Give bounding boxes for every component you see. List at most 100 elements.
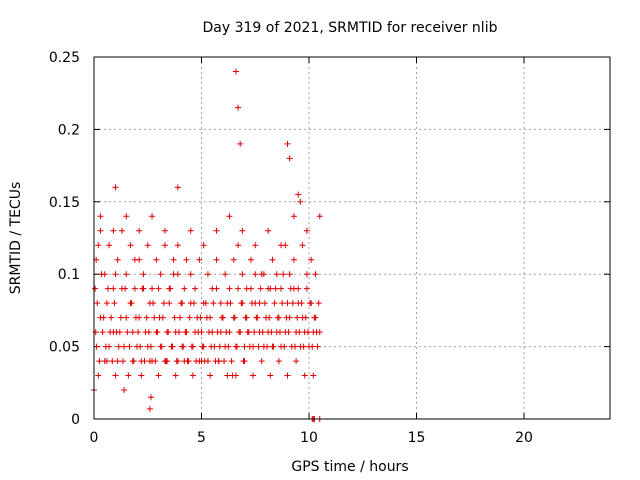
data-point — [110, 285, 117, 292]
data-point — [307, 300, 314, 307]
data-point — [165, 329, 172, 336]
data-point — [295, 285, 302, 292]
chart-title: Day 319 of 2021, SRMTID for receiver nli… — [203, 20, 498, 36]
data-point — [117, 314, 124, 321]
data-point — [265, 227, 272, 234]
data-point — [228, 358, 235, 365]
data-point — [285, 329, 292, 336]
data-point — [103, 300, 110, 307]
data-point — [213, 227, 220, 234]
data-point — [179, 300, 186, 307]
data-point — [293, 358, 300, 365]
data-point — [303, 227, 310, 234]
data-point — [243, 285, 250, 292]
data-point — [260, 271, 267, 278]
data-point — [302, 314, 309, 321]
data-point — [217, 300, 224, 307]
data-point — [295, 191, 302, 198]
data-point — [309, 343, 316, 350]
data-point — [170, 256, 177, 263]
data-point — [199, 343, 206, 350]
data-point — [237, 140, 244, 147]
data-point — [121, 343, 128, 350]
x-tick-label: 5 — [197, 430, 206, 446]
data-point — [308, 256, 315, 263]
data-point — [284, 140, 291, 147]
data-point — [209, 285, 216, 292]
data-point — [173, 358, 180, 365]
data-point — [113, 329, 120, 336]
data-point — [278, 285, 285, 292]
data-point — [129, 358, 136, 365]
data-point — [252, 242, 259, 249]
data-point — [313, 329, 320, 336]
data-point — [246, 343, 253, 350]
data-point — [314, 343, 321, 350]
data-point — [160, 300, 167, 307]
data-point — [271, 300, 278, 307]
data-point — [146, 358, 153, 365]
data-point — [280, 271, 287, 278]
data-point — [298, 300, 305, 307]
data-point — [114, 256, 121, 263]
data-point — [216, 343, 223, 350]
data-point — [231, 314, 238, 321]
data-point — [278, 242, 285, 249]
data-point — [93, 343, 100, 350]
data-point — [227, 300, 234, 307]
data-point — [121, 387, 128, 394]
data-point — [95, 372, 102, 379]
data-point — [100, 314, 107, 321]
data-point — [151, 314, 158, 321]
data-point — [195, 329, 202, 336]
data-point — [274, 314, 281, 321]
data-point — [188, 343, 195, 350]
data-point — [97, 213, 104, 220]
data-point — [120, 358, 127, 365]
data-point — [226, 285, 233, 292]
data-point — [257, 285, 264, 292]
data-point — [241, 358, 248, 365]
data-point — [114, 358, 121, 365]
data-point — [256, 300, 263, 307]
data-point — [310, 372, 317, 379]
y-tick-label: 0.2 — [58, 122, 80, 138]
data-point — [269, 256, 276, 263]
data-point — [161, 242, 168, 249]
data-point — [189, 372, 196, 379]
data-point — [265, 285, 272, 292]
data-point — [214, 329, 221, 336]
data-point — [172, 372, 179, 379]
data-point — [140, 271, 147, 278]
data-points — [91, 68, 323, 422]
data-point — [146, 405, 153, 412]
data-point — [200, 300, 207, 307]
data-point — [267, 372, 274, 379]
data-point — [275, 358, 282, 365]
data-point — [286, 271, 293, 278]
x-tick-label: 10 — [300, 430, 318, 446]
data-point — [264, 343, 271, 350]
data-point — [157, 271, 164, 278]
data-point — [150, 300, 157, 307]
data-point — [311, 314, 318, 321]
data-point — [208, 343, 215, 350]
data-point — [225, 343, 232, 350]
data-point — [187, 227, 194, 234]
data-point — [286, 155, 293, 162]
data-point — [180, 343, 187, 350]
data-point — [290, 256, 297, 263]
data-point — [238, 300, 245, 307]
data-point — [138, 372, 145, 379]
data-point — [156, 314, 163, 321]
data-point — [198, 358, 205, 365]
data-point — [107, 329, 114, 336]
data-point — [268, 329, 275, 336]
data-point — [110, 227, 117, 234]
data-point — [104, 285, 111, 292]
data-point — [177, 314, 183, 321]
data-point — [206, 329, 213, 336]
data-point — [204, 271, 211, 278]
data-point — [294, 314, 301, 321]
